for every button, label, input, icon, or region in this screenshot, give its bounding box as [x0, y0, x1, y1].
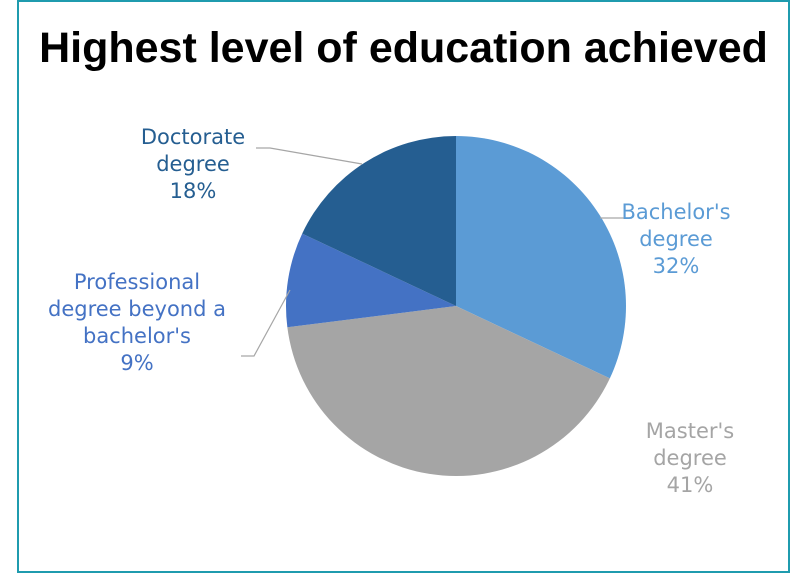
data-label-bachelors-value: 32%: [652, 254, 700, 278]
data-label-professional: Professional degree beyond a bachelor's …: [37, 269, 237, 377]
data-label-bachelors-line2: degree: [639, 227, 713, 251]
chart-title: Highest level of education achieved: [39, 24, 768, 72]
data-label-professional-line1: Professional: [73, 270, 201, 294]
pie-slice-masters: [287, 306, 610, 476]
leader-line-doctorate: [256, 147, 363, 165]
data-label-doctorate-line2: degree: [156, 152, 230, 176]
data-label-bachelors: Bachelor's degree 32%: [576, 199, 776, 280]
data-label-masters-line1: Master's: [645, 419, 735, 443]
data-label-masters: Master's degree 41%: [590, 418, 790, 499]
pie-slice-professional: [285, 233, 456, 328]
data-label-masters-value: 41%: [666, 473, 714, 497]
data-label-professional-line2: degree beyond a: [48, 297, 226, 321]
pie-slice-doctorate: [302, 136, 456, 306]
data-label-doctorate-value: 18%: [169, 179, 217, 203]
data-label-doctorate: Doctorate degree 18%: [93, 124, 293, 205]
leader-line-professional: [241, 289, 291, 357]
pie-slice-bachelors: [456, 136, 626, 379]
data-label-professional-value: 9%: [120, 351, 154, 375]
data-label-bachelors-line1: Bachelor's: [621, 200, 731, 224]
data-label-masters-line2: degree: [653, 446, 727, 470]
data-label-professional-line3: bachelor's: [82, 324, 191, 348]
data-label-doctorate-line1: Doctorate: [140, 125, 246, 149]
